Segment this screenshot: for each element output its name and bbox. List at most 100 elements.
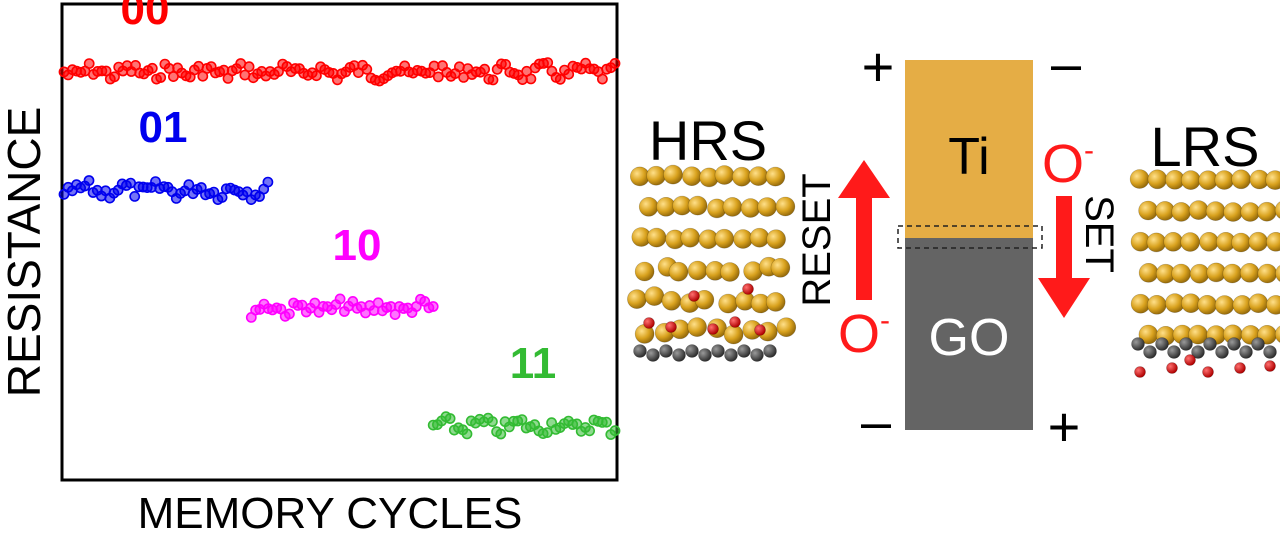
atom [698,348,712,362]
atom [733,229,753,249]
atom [633,344,647,358]
atom [1264,360,1276,372]
atom [749,227,770,248]
atom [1227,337,1241,351]
atom [724,348,738,362]
atom [1263,345,1277,359]
atom [765,166,786,187]
atom [1129,169,1150,189]
atom [1199,232,1219,252]
atom [1266,295,1280,315]
atom [1248,293,1269,314]
plot-ylabel: RESISTANCE [0,107,50,398]
atom [663,164,683,185]
bottom-left-minus: – [861,392,891,452]
data-point [129,190,141,202]
atom [1191,345,1205,359]
atom [1265,170,1280,190]
atom [750,348,764,362]
reset-arrow [838,160,890,300]
data-point [525,73,537,85]
go-label: GO [929,309,1010,367]
atom [1214,170,1235,190]
state-label: 10 [333,221,382,270]
data-point [427,301,439,312]
atom [668,261,689,282]
atom [1240,202,1260,222]
data-point [432,71,444,83]
data-point [83,175,95,186]
data-point [283,308,295,320]
set-label: SET [1077,195,1121,273]
atom [680,227,701,248]
atom [685,344,699,358]
atom [1147,294,1167,315]
atom [1248,231,1268,252]
data-point [609,58,621,69]
ti-label: Ti [948,128,989,186]
state-label: 01 [139,103,188,152]
data-point [609,425,621,437]
data-point [310,70,322,82]
data-point [361,63,373,75]
atom [688,290,700,302]
atom [748,166,769,186]
data-point [495,428,507,440]
state-label: 00 [121,0,170,34]
data-point [597,73,608,85]
atom [1231,169,1251,190]
atom [1171,263,1191,284]
atom [646,165,666,186]
data-point [486,416,498,427]
atom [729,316,741,328]
hrs-atoms [627,164,797,362]
atom [1202,366,1214,378]
oxygen-ion-left: O- [838,304,890,364]
atom [1197,294,1217,315]
data-point [83,58,95,69]
atom [1257,201,1277,222]
atom [1257,263,1278,284]
atom [681,166,702,186]
atom [1163,232,1183,252]
atom [1184,354,1196,366]
atom [1143,345,1157,359]
atom [720,262,740,282]
atom [763,344,777,358]
plot-state-labels: 00 01 10 11 [121,0,557,388]
data-point [516,414,528,425]
atom [718,293,738,314]
atom [757,197,777,217]
bottom-right-plus: + [1048,395,1081,458]
atom [1171,202,1191,222]
atom [770,257,791,278]
data-point [554,73,566,85]
atom [1274,325,1280,343]
atom [1188,200,1209,220]
device-stack: Ti GO + – – + RESET SET O- O- [795,34,1121,458]
state-label: 11 [510,339,557,388]
top-right-minus: – [1051,34,1081,94]
atom [740,198,761,218]
atom [731,166,752,187]
set-arrow [1038,196,1090,318]
atom [1214,295,1235,315]
atom [1215,345,1229,359]
data-point [563,68,575,80]
atom [775,196,796,217]
data-point [461,428,473,440]
lrs-label: LRS [1151,115,1260,178]
atom [646,227,667,248]
top-left-plus: + [862,35,895,98]
data-point [155,72,167,83]
hrs-structure: HRS [627,109,797,362]
atom [1223,202,1243,222]
atom [638,197,659,217]
atom [1251,337,1265,351]
atom [1155,337,1169,351]
atom [1203,337,1217,351]
atom [687,195,708,216]
atom [1180,232,1200,252]
atom [737,344,751,358]
interface-box [897,225,1043,249]
